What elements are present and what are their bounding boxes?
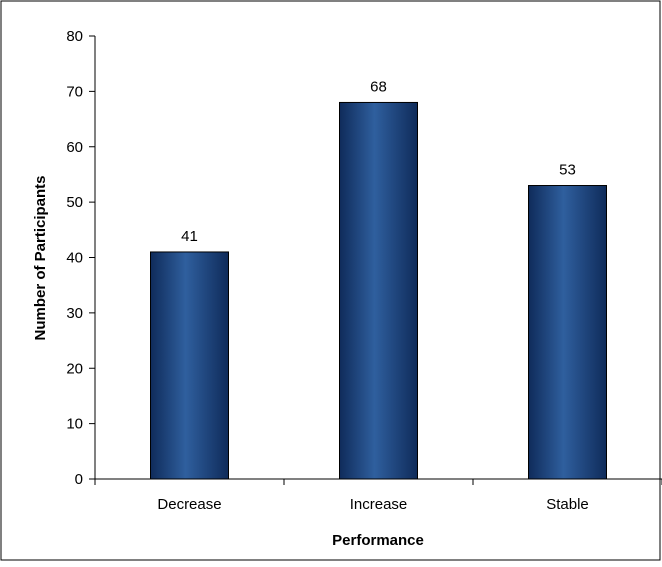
data-label-decrease: 41 — [181, 228, 198, 245]
y-tick-label: 60 — [66, 139, 83, 156]
y-tick-label: 70 — [66, 83, 83, 100]
y-axis-title: Number of Participants — [32, 175, 49, 340]
x-axis-ticks: Decrease Increase Stable — [94, 479, 662, 513]
x-tick-label-stable: Stable — [546, 496, 589, 513]
y-tick-label: 30 — [66, 305, 83, 322]
y-tick-label: 20 — [66, 360, 83, 377]
data-labels-group: 41 68 53 — [181, 78, 576, 245]
y-tick-label: 10 — [66, 416, 83, 433]
bar-increase — [339, 101, 418, 480]
y-axis-ticks: 0 10 20 30 40 50 60 70 80 — [66, 28, 95, 488]
bars-group — [150, 101, 607, 480]
y-tick-label: 50 — [66, 194, 83, 211]
x-tick-label-increase: Increase — [350, 496, 408, 513]
data-label-increase: 68 — [370, 78, 387, 95]
bar-stable — [528, 185, 607, 480]
y-tick-label: 0 — [75, 471, 83, 488]
y-tick-label: 40 — [66, 250, 83, 267]
data-label-stable: 53 — [559, 162, 576, 179]
x-axis-title: Performance — [332, 532, 424, 549]
y-tick-label: 80 — [66, 28, 83, 45]
bar-decrease — [150, 251, 229, 480]
x-tick-label-decrease: Decrease — [157, 496, 221, 513]
